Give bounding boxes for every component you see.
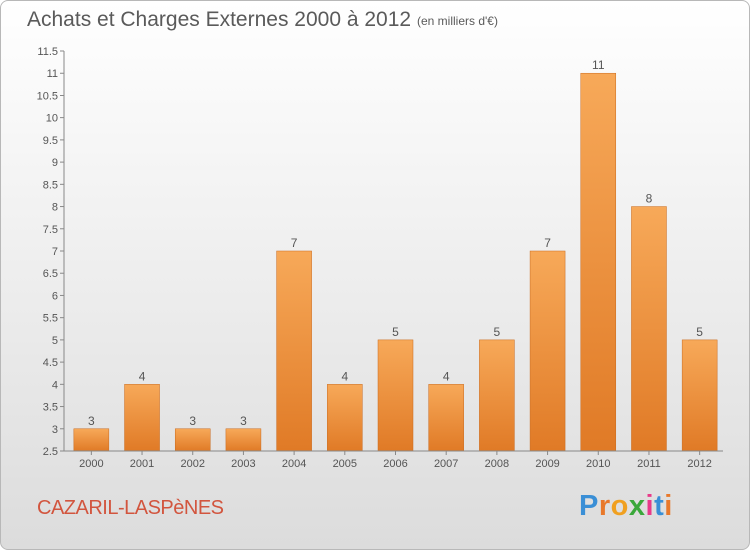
- y-tick-label: 5: [52, 335, 58, 347]
- y-tick-label: 10: [46, 113, 58, 125]
- logo-letter: x: [628, 490, 646, 522]
- y-tick-label: 6.5: [43, 268, 58, 280]
- bar-value-label: 3: [240, 414, 247, 428]
- x-tick-label: 2002: [180, 458, 204, 470]
- y-tick-label: 9: [52, 157, 58, 169]
- bar-value-label: 5: [696, 325, 703, 339]
- chart-subtitle: (en milliers d'€): [417, 14, 498, 28]
- bar-2003: [225, 428, 262, 452]
- bar-value-label: 7: [291, 236, 298, 250]
- y-tick-label: 9.5: [43, 135, 58, 147]
- y-tick-label: 8: [52, 202, 58, 214]
- logo-letter: o: [610, 490, 629, 522]
- x-tick-label: 2009: [535, 458, 559, 470]
- chart-title: Achats et Charges Externes 2000 à 2012: [27, 8, 412, 31]
- y-tick-label: 5.5: [43, 313, 58, 325]
- x-tick-label: 2005: [333, 458, 357, 470]
- y-tick-label: 8.5: [43, 179, 58, 191]
- bar-2006: [377, 339, 414, 452]
- bar-value-label: 5: [392, 325, 399, 339]
- bars: 3 4 3 3 7 4 5 4 5 7 11 8 5: [73, 58, 718, 452]
- y-tick-label: 7.5: [43, 224, 58, 236]
- x-tick-label: 2004: [282, 458, 306, 470]
- y-tick-label: 10.5: [37, 90, 58, 102]
- y-tick-label: 11.5: [37, 46, 58, 58]
- bar-value-label: 4: [341, 369, 348, 383]
- bar-value-label: 8: [646, 192, 653, 206]
- bar-value-label: 4: [443, 369, 450, 383]
- bar-2012: [681, 339, 718, 452]
- y-tick-label: 2.5: [43, 446, 58, 458]
- x-tick-label: 2007: [434, 458, 458, 470]
- x-tick-label: 2006: [383, 458, 407, 470]
- bar-value-label: 5: [494, 325, 501, 339]
- commune-name: CAZARIL-LASPèNES: [37, 497, 224, 519]
- bar-2011: [631, 206, 667, 452]
- bar-2000: [73, 428, 110, 452]
- bar-2001: [124, 384, 160, 452]
- x-tick-label: 2001: [130, 458, 154, 470]
- y-tick-label: 4: [52, 379, 58, 391]
- bar-2005: [327, 384, 363, 452]
- bar-2009: [529, 250, 566, 452]
- x-axis: 2000 2001 2002 2003 2004 2005 2006 2007 2008 2009…: [64, 450, 723, 470]
- logo-letter: P: [579, 490, 599, 522]
- bar-value-label: 7: [544, 236, 551, 250]
- y-tick-label: 11: [47, 68, 58, 80]
- x-tick-label: 2000: [79, 458, 103, 470]
- bar-value-label: 4: [139, 369, 146, 383]
- bar-2004: [276, 250, 312, 452]
- logo-letter: t: [654, 490, 665, 522]
- x-tick-label: 2003: [231, 458, 255, 470]
- y-tick-label: 6: [52, 290, 58, 302]
- proxiti-logo[interactable]: Proxiti: [579, 490, 673, 523]
- y-tick-label: 3: [52, 424, 58, 436]
- x-tick-label: 2011: [637, 458, 661, 470]
- bar-2008: [479, 339, 515, 452]
- bar-2010: [580, 72, 617, 452]
- bar-value-label: 11: [592, 58, 605, 72]
- y-tick-label: 7: [52, 246, 58, 258]
- x-tick-label: 2008: [485, 458, 509, 470]
- x-tick-label: 2010: [586, 458, 610, 470]
- logo-letter: r: [598, 490, 611, 522]
- y-tick-label: 4.5: [43, 357, 58, 369]
- y-axis: 2.5 3 3.5 4 4.5 5 5.5 6 6.5 7 7.5 8 8.5 9 9.5 10 10.5 11 1…: [37, 46, 65, 458]
- bar-2007: [428, 384, 464, 452]
- logo-letter: i: [664, 490, 673, 522]
- y-tick-label: 3.5: [43, 402, 58, 414]
- x-tick-label: 2012: [687, 458, 711, 470]
- bar-2002: [174, 428, 211, 452]
- bar-value-label: 3: [189, 414, 196, 428]
- bar-value-label: 3: [88, 414, 95, 428]
- logo-letter: i: [645, 490, 655, 522]
